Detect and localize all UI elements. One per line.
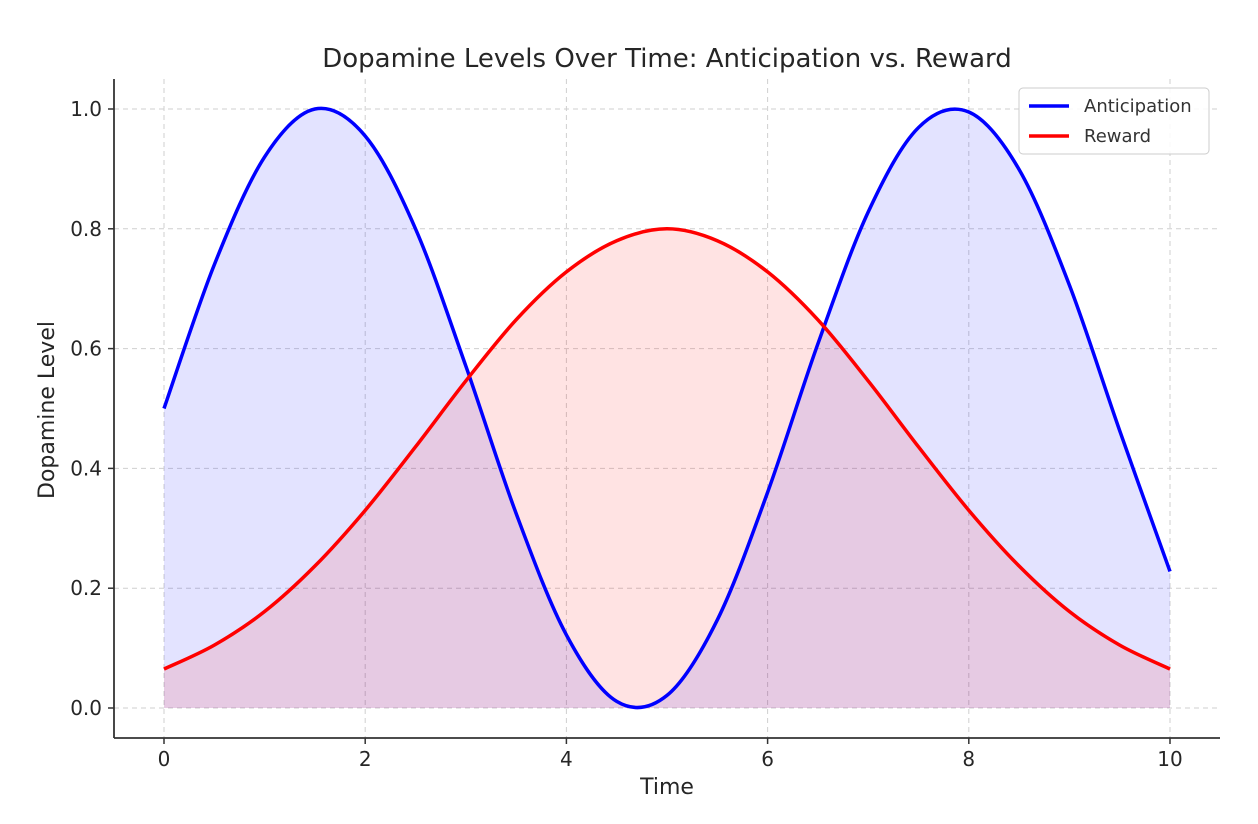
x-axis-label: Time <box>639 775 694 800</box>
series-fills <box>164 108 1170 709</box>
y-tick-label: 0.2 <box>70 576 102 600</box>
legend-label-anticipation: Anticipation <box>1084 96 1192 117</box>
legend: Anticipation Reward <box>1018 87 1210 155</box>
y-tick-label: 0.4 <box>70 456 102 480</box>
y-tick-label: 0.8 <box>70 217 102 241</box>
x-tick-label: 6 <box>761 747 774 771</box>
x-tick-label: 8 <box>962 747 975 771</box>
x-tick-label: 4 <box>560 747 573 771</box>
x-tick-label: 2 <box>359 747 372 771</box>
series-line-anticipation <box>162 106 1172 710</box>
x-tick-label: 0 <box>158 747 171 771</box>
legend-label-reward: Reward <box>1084 126 1151 147</box>
tick-labels: 0 2 4 6 8 10 0.0 0.2 0.4 0.6 0.8 1.0 <box>70 97 1183 771</box>
x-tick-label: 10 <box>1157 747 1182 771</box>
y-tick-label: 1.0 <box>70 97 102 121</box>
series-lines <box>162 106 1172 710</box>
y-tick-label: 0.6 <box>70 337 102 361</box>
series-line-reward <box>163 227 1171 671</box>
y-axis-label: Dopamine Level <box>35 321 60 499</box>
area-fill-anticipation <box>164 108 1170 708</box>
y-tick-label: 0.0 <box>70 696 102 720</box>
axes <box>108 79 1220 744</box>
area-fill-reward <box>164 228 1170 709</box>
chart-title: Dopamine Levels Over Time: Anticipation … <box>322 44 1012 74</box>
